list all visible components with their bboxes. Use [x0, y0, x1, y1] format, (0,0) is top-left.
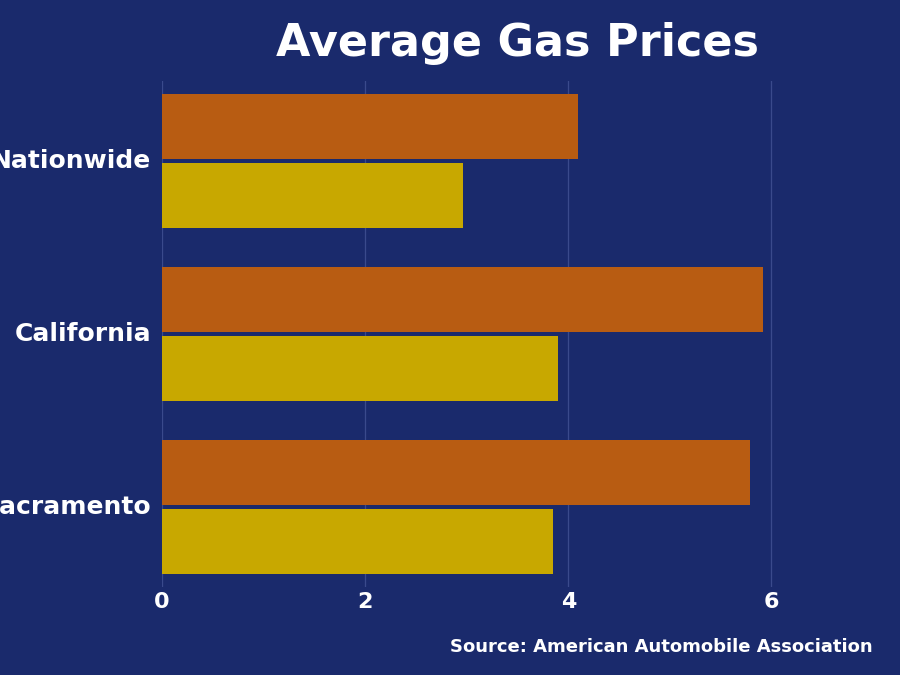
- Text: Source: American Automobile Association: Source: American Automobile Association: [450, 638, 873, 656]
- Title: Average Gas Prices: Average Gas Prices: [276, 22, 759, 65]
- Bar: [162, 440, 750, 505]
- Bar: [162, 336, 558, 401]
- Bar: [162, 163, 463, 228]
- Bar: [162, 267, 763, 332]
- Bar: [162, 94, 579, 159]
- Bar: [162, 510, 553, 574]
